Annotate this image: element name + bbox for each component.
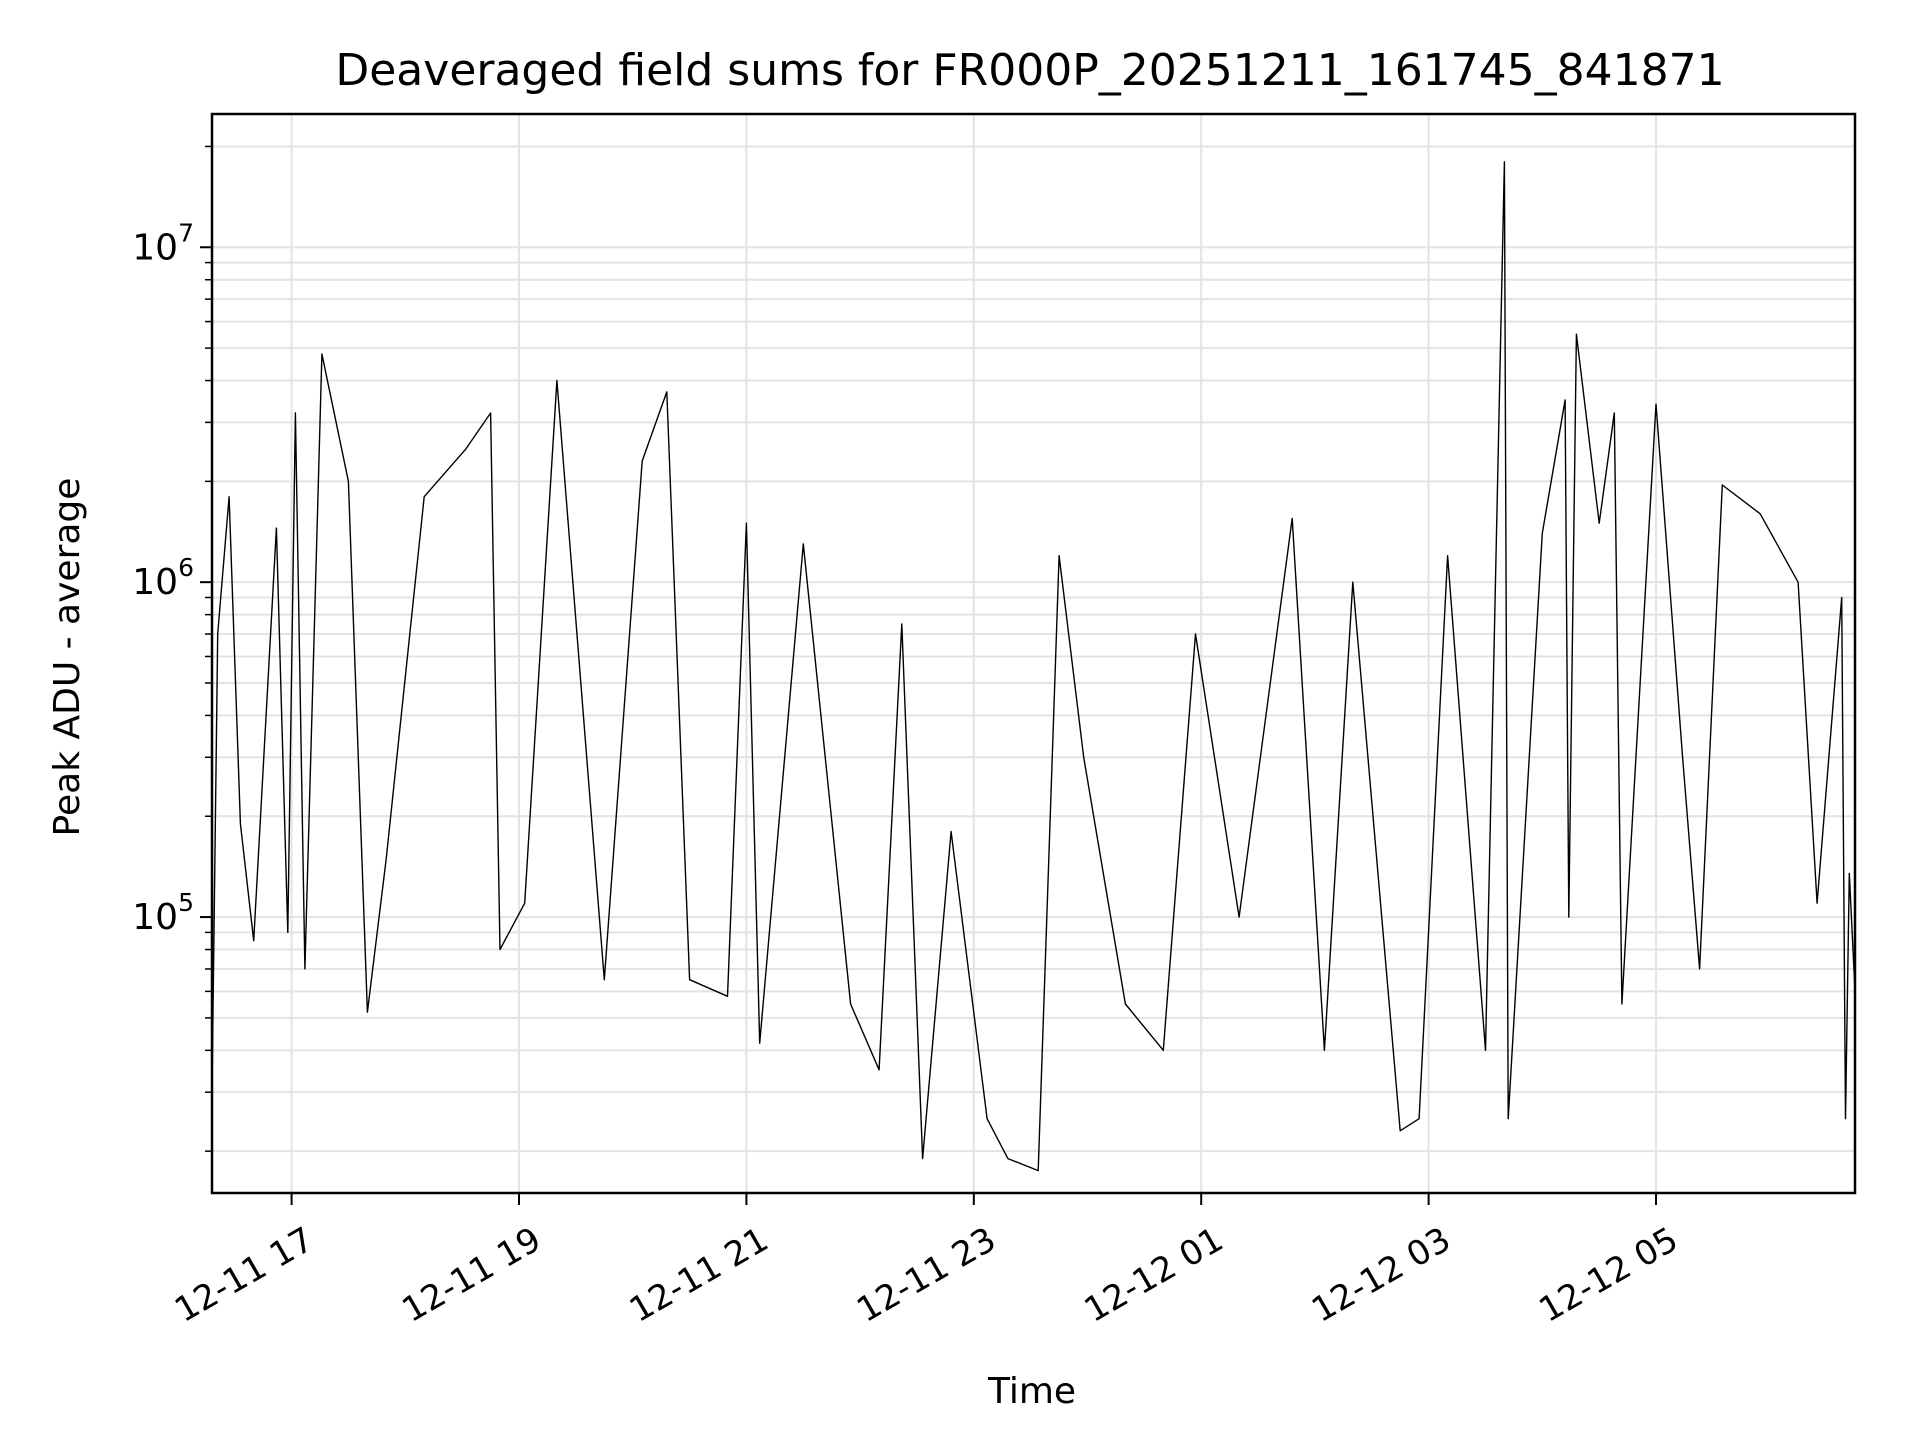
y-axis-label: Peak ADU - average [47, 478, 88, 837]
y-tick-label: 106 [132, 553, 194, 603]
plot-background [212, 114, 1855, 1193]
data-series-line-0 [211, 161, 1856, 1172]
axes-frame [210, 112, 1857, 1195]
grid-lines [212, 114, 1855, 1193]
chart-title: Deaveraged field sums for FR000P_2025121… [335, 45, 1724, 96]
y-tick-label: 107 [132, 218, 194, 268]
x-axis-label: Time [987, 1371, 1076, 1412]
y-tick-label: 105 [132, 888, 194, 938]
